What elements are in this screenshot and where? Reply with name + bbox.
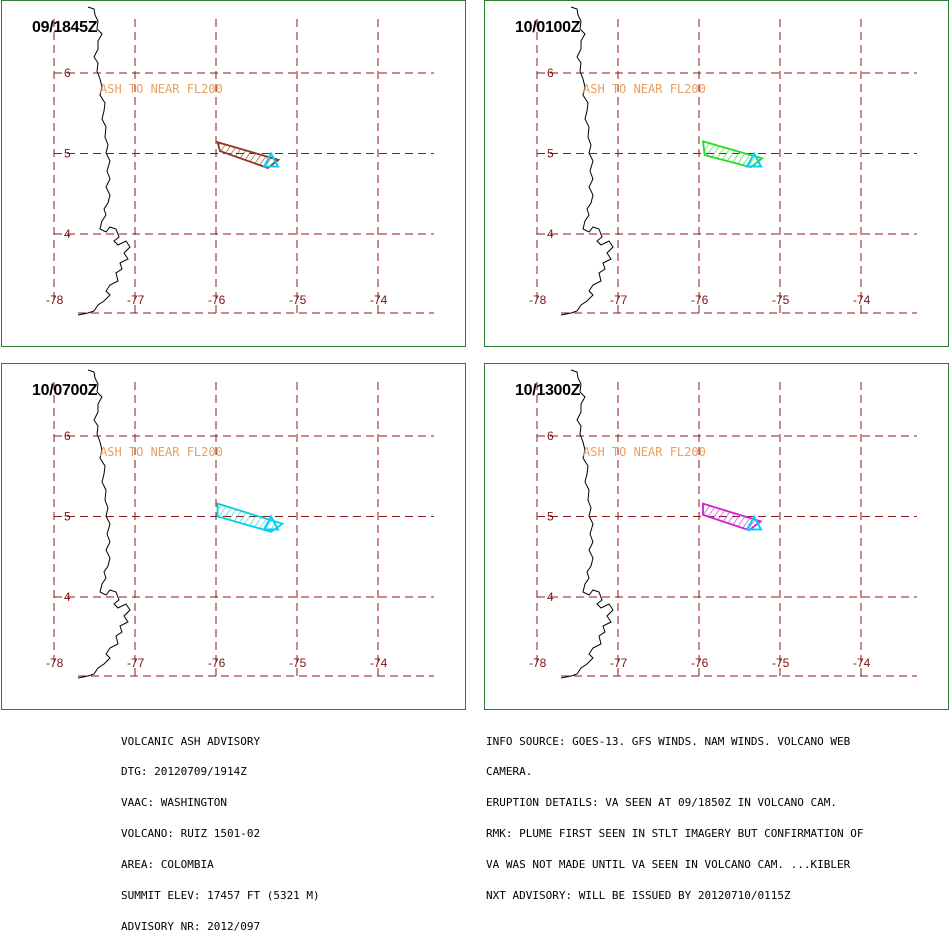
- latitude-label: 5: [64, 147, 71, 161]
- panel-timestamp: 10/1300Z: [515, 382, 581, 399]
- advisory-area: AREA: COLOMBIA: [121, 858, 214, 872]
- coastline: [77, 369, 131, 679]
- longitude-label: -78: [529, 656, 547, 670]
- longitude-label: -74: [370, 293, 388, 307]
- longitude-label: -75: [772, 656, 790, 670]
- panel-timestamp: 09/1845Z: [32, 19, 98, 36]
- advisory-remark-cont: VA WAS NOT MADE UNTIL VA SEEN IN VOLCANO…: [486, 858, 851, 872]
- coastline: [560, 6, 614, 316]
- advisory-info-source: INFO SOURCE: GOES-13. GFS WINDS. NAM WIN…: [486, 734, 851, 748]
- longitude-label: -76: [691, 293, 709, 307]
- advisory-dtg: DTG: 20120709/1914Z: [121, 765, 247, 779]
- map-svg: 6 5 4 -78 -77 -76 -75 -74 ASH TO NEAR FL200: [529, 369, 917, 679]
- longitude-label: -74: [853, 656, 871, 670]
- map-panel-4: 6 5 4 -78 -77 -76 -75 -74 ASH TO NEAR FL200 10/1…: [484, 363, 949, 710]
- latitude-label: 4: [64, 227, 71, 241]
- latitude-label: 6: [547, 429, 554, 443]
- longitude-label: -77: [610, 293, 628, 307]
- map-panel-2: 6 5 4 -78 -77 -76 -75 -74 ASH TO NEAR FL200 10/0…: [484, 0, 949, 347]
- longitude-label: -78: [529, 293, 547, 307]
- advisory-number: ADVISORY NR: 2012/097: [121, 919, 261, 933]
- advisory-info-source-cont: CAMERA.: [486, 765, 533, 779]
- latitude-label: 5: [547, 147, 554, 161]
- advisory-vaac: VAAC: WASHINGTON: [121, 796, 227, 810]
- latitude-label: 5: [64, 510, 71, 524]
- advisory-summit-elev: SUMMIT ELEV: 17457 FT (5321 M): [121, 889, 320, 903]
- advisory-remark: RMK: PLUME FIRST SEEN IN STLT IMAGERY BU…: [486, 827, 864, 841]
- advisory-next: NXT ADVISORY: WILL BE ISSUED BY 20120710…: [486, 889, 791, 903]
- latitude-label: 4: [547, 227, 554, 241]
- volcano-marker-icon: [745, 151, 763, 168]
- longitude-label: -74: [853, 293, 871, 307]
- panel-timestamp: 10/0700Z: [32, 382, 98, 399]
- longitude-label: -78: [46, 293, 64, 307]
- panel-timestamp: 10/0100Z: [515, 19, 581, 36]
- advisory-eruption-details: ERUPTION DETAILS: VA SEEN AT 09/1850Z IN…: [486, 796, 837, 810]
- volcano-marker-icon: [262, 514, 280, 531]
- longitude-label: -75: [289, 293, 307, 307]
- latitude-label: 6: [547, 66, 554, 80]
- coastline: [77, 6, 131, 316]
- latitude-label: 6: [64, 429, 71, 443]
- map-svg: 6 5 4 -78 -77 -76 -75 -74 ASH TO NEAR FL200: [529, 6, 917, 316]
- advisory-volcano: VOLCANO: RUIZ 1501-02: [121, 827, 261, 841]
- longitude-label: -77: [127, 293, 145, 307]
- ash-label: ASH TO NEAR FL200: [100, 445, 223, 459]
- latitude-label: 6: [64, 66, 71, 80]
- advisory-details-block: INFO SOURCE: GOES-13. GFS WINDS. NAM WIN…: [486, 716, 864, 912]
- longitude-label: -76: [691, 656, 709, 670]
- advisory-header-block: VOLCANIC ASH ADVISORY DTG: 20120709/1914…: [121, 716, 320, 943]
- map-svg: 6 5 4 -78 -77 -76 -75 -74 ASH TO NEAR FL200: [46, 6, 434, 316]
- latitude-label: 5: [547, 510, 554, 524]
- advisory-title: VOLCANIC ASH ADVISORY: [121, 734, 261, 748]
- latitude-label: 4: [547, 590, 554, 604]
- ash-label: ASH TO NEAR FL200: [583, 445, 706, 459]
- longitude-label: -76: [208, 293, 226, 307]
- volcano-marker-icon: [262, 151, 280, 168]
- longitude-label: -77: [127, 656, 145, 670]
- map-panel-3: 6 5 4 -78 -77 -76 -75 -74 ASH TO NEAR FL200 10/0…: [1, 363, 466, 710]
- latitude-label: 4: [64, 590, 71, 604]
- volcano-marker-icon: [745, 514, 763, 531]
- longitude-label: -75: [772, 293, 790, 307]
- longitude-label: -77: [610, 656, 628, 670]
- longitude-label: -75: [289, 656, 307, 670]
- ash-label: ASH TO NEAR FL200: [583, 82, 706, 96]
- coastline: [560, 369, 614, 679]
- longitude-label: -76: [208, 656, 226, 670]
- map-panel-1: 6 5 4 -78 -77 -76 -75 -74 ASH TO NEAR FL200 09/1…: [1, 0, 466, 347]
- longitude-label: -74: [370, 656, 388, 670]
- longitude-label: -78: [46, 656, 64, 670]
- ash-label: ASH TO NEAR FL200: [100, 82, 223, 96]
- map-svg: 6 5 4 -78 -77 -76 -75 -74 ASH TO NEAR FL200: [46, 369, 434, 679]
- ash-plume-polygon: [216, 140, 281, 170]
